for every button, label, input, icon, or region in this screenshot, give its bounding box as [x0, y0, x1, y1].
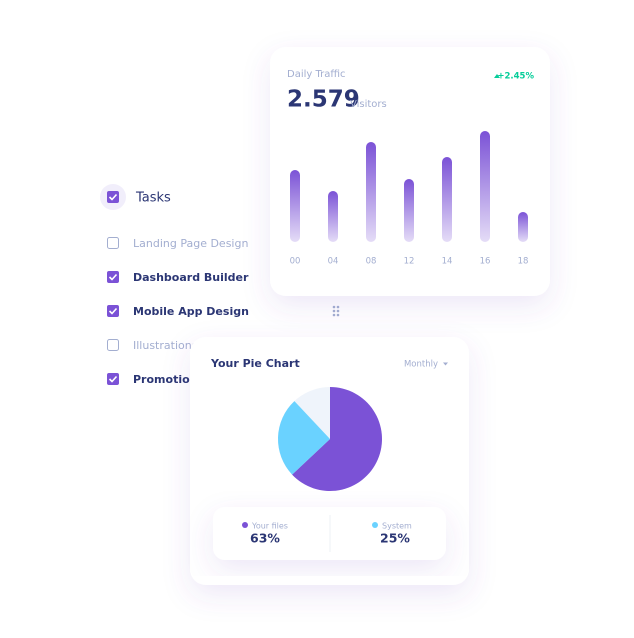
task-list: Landing Page Design Dashboard Builder Mobi… [107, 237, 249, 386]
checkbox[interactable] [107, 271, 119, 283]
legend-label: System [382, 522, 412, 531]
checkbox[interactable] [107, 237, 119, 249]
bar-chart: 00 04 08 12 14 16 18 [290, 131, 529, 267]
bar [366, 142, 376, 242]
checkmark [108, 273, 118, 281]
tasks-title: Tasks [135, 191, 171, 206]
task-label: Landing Page Design [133, 237, 248, 250]
bar [480, 131, 490, 242]
checkbox[interactable] [107, 339, 119, 351]
traffic-value: 2.579 [287, 87, 360, 113]
task-label: Dashboard Builder [133, 271, 249, 284]
traffic-unit: Visitors [350, 99, 387, 110]
x-tick-label: 08 [366, 257, 377, 267]
x-tick-label: 00 [290, 257, 301, 267]
legend-label: Your files [251, 522, 288, 531]
bar [404, 179, 414, 242]
legend-dot [372, 522, 378, 528]
checkmark [108, 375, 118, 383]
pie-slice [278, 401, 330, 475]
legend-value: 63% [250, 531, 280, 546]
pie-slice [292, 387, 382, 491]
task-label: Illustrations [133, 339, 198, 352]
task-label: Mobile App Design [133, 305, 249, 318]
x-tick-label: 14 [442, 257, 453, 267]
legend-dot [242, 522, 248, 528]
tasks-icon-check [108, 193, 118, 201]
tasks-icon [107, 191, 119, 203]
bar [442, 157, 452, 242]
task-label: Promotion [133, 373, 197, 386]
bar [290, 170, 300, 242]
traffic-change: +2.45% [497, 72, 534, 82]
x-tick-label: 12 [404, 257, 415, 267]
checkbox[interactable] [107, 305, 119, 317]
legend-value: 25% [380, 531, 410, 546]
checkbox[interactable] [107, 373, 119, 385]
x-tick-label: 04 [328, 257, 339, 267]
traffic-title: Daily Traffic [287, 69, 346, 80]
pie-title: Your Pie Chart [210, 357, 300, 370]
bar [328, 191, 338, 242]
x-tick-label: 18 [518, 257, 529, 267]
trend-icon [494, 74, 500, 78]
bar [518, 212, 528, 242]
period-caret[interactable] [443, 362, 448, 366]
pie-chart [278, 387, 382, 491]
x-tick-label: 16 [480, 257, 491, 267]
drag-handle[interactable] [332, 305, 340, 317]
period-select[interactable]: Monthly [404, 360, 438, 370]
checkmark [108, 307, 118, 315]
